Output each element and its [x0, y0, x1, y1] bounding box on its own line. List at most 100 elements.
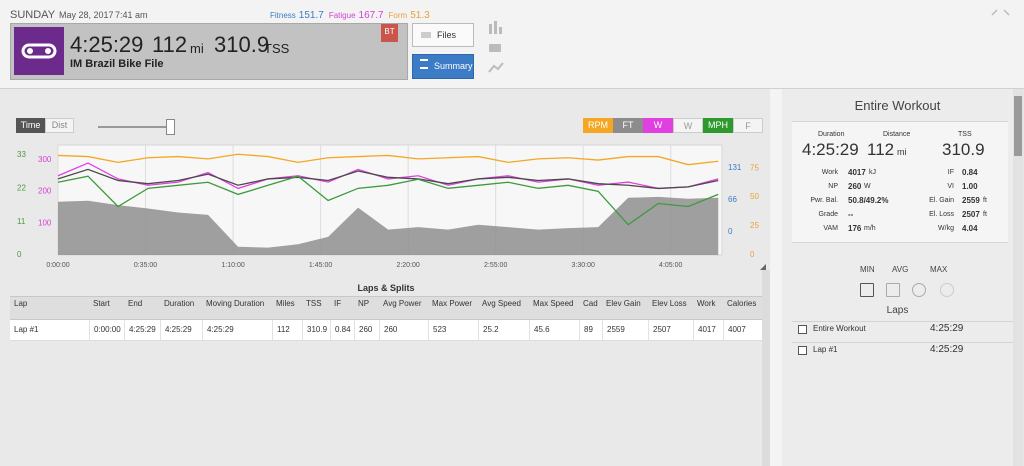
x-tick-label: 0:35:00 [134, 262, 157, 269]
stat-tab[interactable]: AVG [892, 265, 909, 274]
date: May 28, 2017 [59, 10, 114, 20]
column-header: NP [358, 299, 370, 308]
mode-dist[interactable]: Dist [45, 118, 74, 133]
metric-name: IF [947, 169, 954, 176]
metric-value: 4.04 [962, 224, 978, 233]
laps-title: Laps [886, 305, 909, 316]
bike-icon [21, 43, 57, 59]
window-controls[interactable] [990, 6, 1014, 18]
column-header: Avg Power [383, 299, 422, 308]
column-header: Max Speed [533, 299, 574, 308]
metric-value: 151.7 [298, 10, 324, 21]
lap-time: 4:25:29 [930, 323, 964, 334]
column-header: Work [697, 299, 716, 308]
summary-label: Summary [434, 61, 473, 71]
series-toggle[interactable]: W [673, 118, 703, 133]
stat-value: 4:25:29 [802, 140, 859, 159]
metric-name: Work [821, 169, 838, 176]
table-cell: 89 [579, 320, 602, 340]
mode-time[interactable]: Time [16, 118, 45, 133]
x-tick-label: 1:45:00 [309, 262, 332, 269]
metric-unit: kJ [869, 169, 876, 176]
table-cell: 4:25:29 [202, 320, 272, 340]
lap-checkbox[interactable] [798, 325, 807, 334]
summary-button[interactable]: Summary [412, 54, 474, 79]
side-icons[interactable] [486, 20, 508, 80]
metrics: Fitness 151.7 Fatigue 167.7 Form 51.3 [270, 10, 435, 21]
stat-label: TSS [958, 131, 972, 138]
sport-icon [14, 27, 64, 75]
y-tick-label: 200 [38, 187, 52, 196]
column-header: Moving Duration [206, 299, 265, 308]
table-cell: 310.9 [302, 320, 330, 340]
lap-name: Entire Workout [813, 324, 866, 333]
lap-checkbox[interactable] [798, 346, 807, 355]
series-toggle[interactable]: F [733, 118, 763, 133]
x-tick-label: 0:00:00 [46, 262, 69, 269]
metric-label: Fatigue [328, 11, 356, 20]
metric-unit: ft [983, 197, 987, 204]
y-tick-label: 66 [728, 195, 737, 204]
left-scrollbar[interactable] [762, 270, 770, 466]
stat-label: Duration [818, 131, 845, 138]
table-cell: 45.6 [529, 320, 579, 340]
table-title: Laps & Splits [357, 283, 415, 293]
column-header: End [128, 299, 143, 308]
x-tick-label: 4:05:00 [659, 262, 682, 269]
stat-label: Distance [883, 131, 911, 138]
right-scroll-thumb[interactable] [1014, 96, 1022, 156]
table-row [10, 320, 762, 341]
right-scrollbar[interactable] [1013, 89, 1023, 466]
stat-value: 112 [867, 140, 895, 159]
series-line [57, 175, 719, 226]
table-cell: 2559 [602, 320, 648, 340]
x-tick-label: 2:20:00 [396, 262, 419, 269]
column-header: IF [334, 299, 342, 308]
metric-name: VI [947, 183, 954, 190]
zoom-slider[interactable] [98, 126, 172, 128]
lap-time: 4:25:29 [930, 344, 964, 355]
series-toggle[interactable]: RPM [583, 118, 613, 133]
table-cell: 112 [272, 320, 302, 340]
metric-name: El. Loss [929, 211, 954, 218]
table-cell: 4007 [723, 320, 762, 340]
table-cell: 4017 [693, 320, 723, 340]
files-button[interactable]: Files [412, 23, 474, 47]
y-tick-label: 0 [17, 250, 22, 259]
y-tick-label: 22 [17, 183, 26, 192]
table-cell: 2507 [648, 320, 693, 340]
summary-title: Entire Workout [854, 98, 941, 113]
metric-value: 1.00 [962, 182, 978, 191]
distance: 112 [152, 32, 188, 57]
chart: 0:00:00 0:35:00 1:10:00 1:45:00 2:20:00 2:55:… [17, 144, 766, 270]
series-toggle[interactable]: MPH [703, 118, 733, 133]
stat-tab[interactable]: MIN [860, 265, 875, 274]
metric-value: 2507 [962, 210, 980, 219]
metric-value: 167.7 [358, 10, 384, 21]
workout-card[interactable] [10, 23, 408, 80]
table-cell: 523 [428, 320, 478, 340]
metric-name: Grade [818, 211, 838, 218]
table-cell: Lap #1 [14, 325, 39, 334]
series-line [57, 153, 719, 166]
stat-tab[interactable]: MAX [930, 265, 948, 274]
table-cell: 0:00:00 [89, 320, 124, 340]
slider-knob[interactable] [166, 119, 175, 135]
badge[interactable]: BT [381, 24, 398, 42]
metric-value: -- [848, 210, 854, 219]
column-header: Cad [583, 299, 598, 308]
table-cell: 260 [354, 320, 379, 340]
metric-value: 51.3 [410, 10, 430, 21]
series-toggle[interactable]: FT [613, 118, 643, 133]
lap-row-line [792, 342, 1013, 343]
metric-value: 50.8/49.2% [848, 196, 889, 205]
tss: 310.9 [214, 32, 270, 57]
table-cell: 0.84 [330, 320, 354, 340]
distance-unit: mi [190, 41, 204, 56]
stat-value: 310.9 [942, 140, 985, 159]
x-tick-label: 3:30:00 [572, 262, 595, 269]
column-header: TSS [306, 299, 322, 308]
metric-unit: ft [983, 211, 987, 218]
series-toggle[interactable]: W [643, 118, 673, 133]
